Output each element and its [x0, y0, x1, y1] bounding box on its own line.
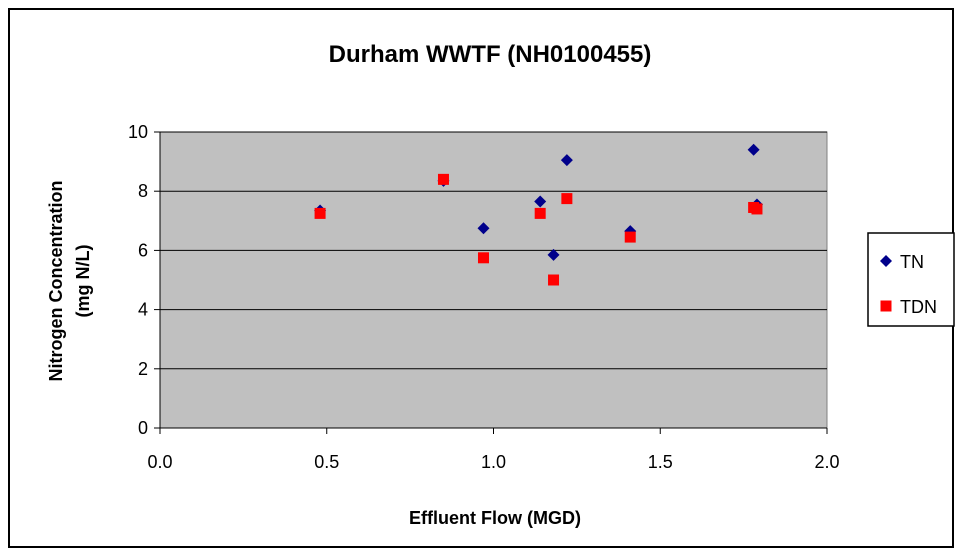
tdn-point [561, 193, 573, 205]
tdn-point [534, 207, 546, 219]
legend-tn-label: TN [900, 252, 924, 272]
tn-point [747, 143, 760, 156]
legend-tn-marker [880, 255, 892, 267]
x-tick-label: 1.0 [481, 452, 506, 472]
x-axis-title: Effluent Flow (MGD) [409, 508, 581, 528]
y-tick-labels: 0 2 4 6 8 10 [128, 122, 148, 438]
legend: TN TDN [867, 232, 955, 327]
plot-area [159, 131, 828, 429]
tn-point [560, 154, 573, 167]
tn-point [477, 222, 490, 235]
y-axis-title-line1: Nitrogen Concentration [46, 181, 66, 382]
tdn-point [437, 173, 449, 185]
x-tick-label: 2.0 [814, 452, 839, 472]
legend-tdn-marker [880, 300, 892, 312]
x-tick-label: 0.0 [147, 452, 172, 472]
y-tick-label: 10 [128, 122, 148, 142]
tdn-point [314, 207, 326, 219]
tdn-point [624, 231, 636, 243]
y-tick-label: 2 [138, 359, 148, 379]
tdn-point [477, 252, 489, 264]
x-tick-label: 0.5 [314, 452, 339, 472]
y-tick-label: 4 [138, 300, 148, 320]
y-tick-label: 8 [138, 181, 148, 201]
tn-point [547, 248, 560, 261]
y-axis-title-line2: (mg N/L) [73, 245, 93, 318]
chart-title: Durham WWTF (NH0100455) [329, 41, 652, 68]
tdn-point [751, 203, 763, 215]
y-tick-label: 6 [138, 240, 148, 260]
legend-tdn-label: TDN [900, 297, 937, 317]
tn-point [534, 195, 547, 208]
data-points [314, 143, 763, 286]
axes [154, 131, 828, 434]
x-tick-labels: 0.0 0.5 1.0 1.5 2.0 [147, 452, 839, 472]
x-tick-label: 1.5 [648, 452, 673, 472]
y-tick-label: 0 [138, 418, 148, 438]
tdn-point [548, 274, 560, 286]
gridlines [160, 131, 827, 370]
